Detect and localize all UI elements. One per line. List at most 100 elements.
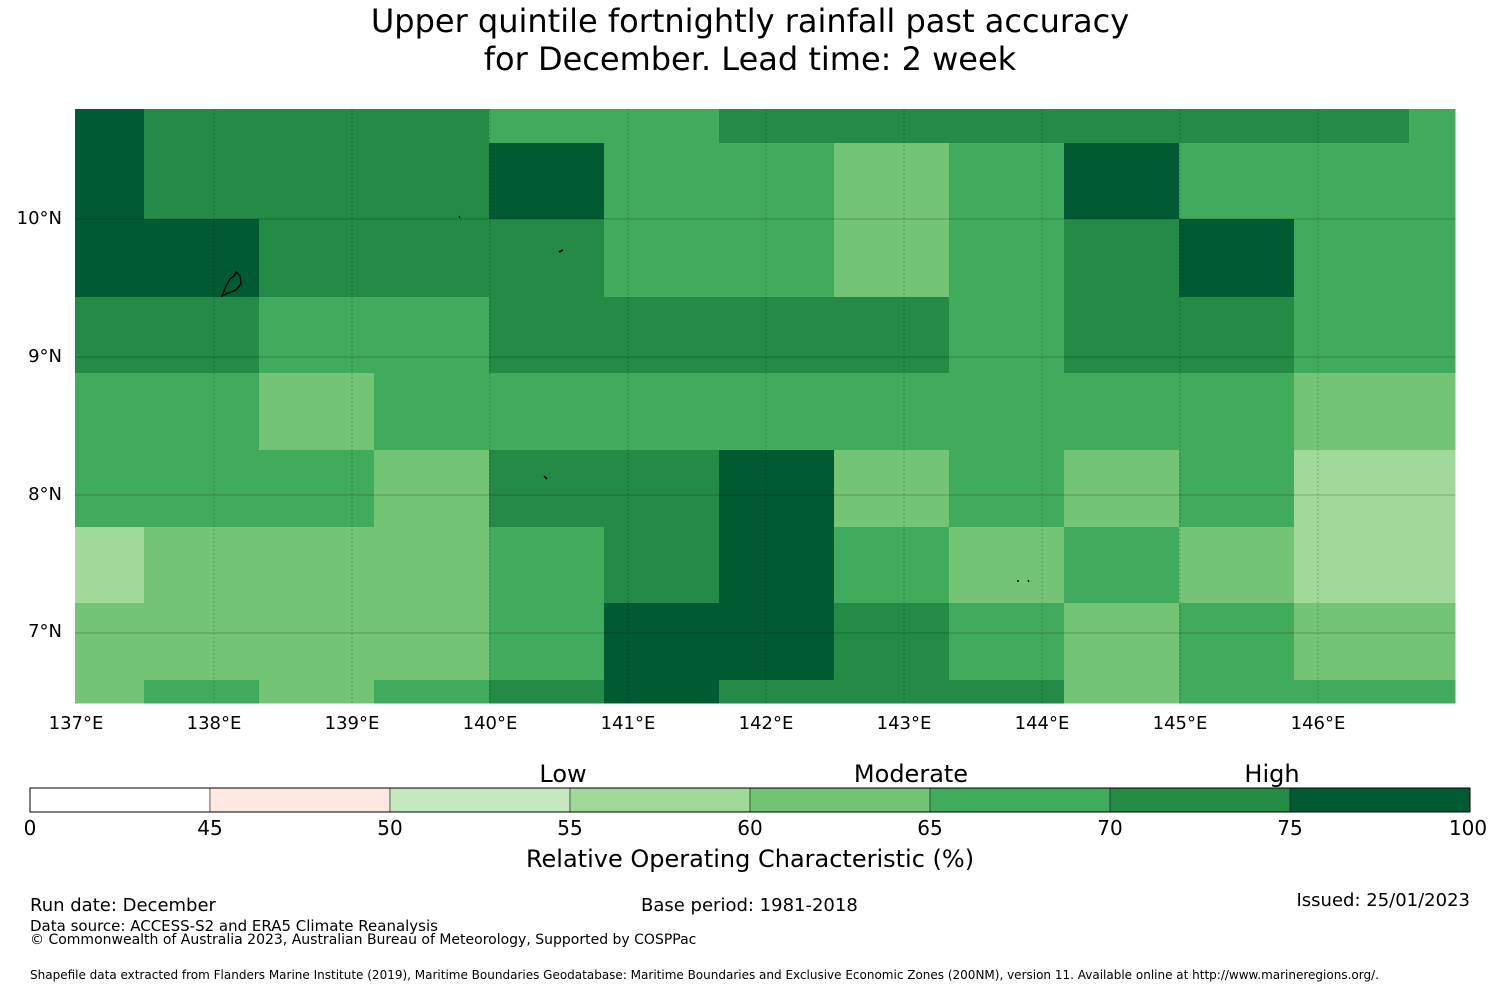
chart-title-line2: for December. Lead time: 2 week [483,40,1017,78]
map-grid-cell [604,680,720,704]
map-grid-cell [75,603,145,681]
map-grid-cell [75,109,145,144]
colorbar-category-high: High [1244,760,1300,788]
map-grid-cell [719,109,835,144]
map-grid-cell [1064,109,1180,144]
map-grid-cell [489,109,605,144]
map-grid-cell [489,680,605,704]
issued-date: Issued: 25/01/2023 [1296,890,1470,911]
roc-grid [75,109,1456,704]
map-grid-cell [1064,297,1180,374]
colorbar-segment [569,787,751,813]
colorbar-tick-label: 0 [23,816,37,840]
map-grid-cell [949,680,1065,704]
map-grid-cell [259,219,375,298]
colorbar-tick-label: 55 [557,816,583,840]
lon-tick-label: 144°E [1014,713,1070,734]
map-grid-cell [374,450,490,528]
map-grid-cell [1064,527,1180,604]
map-grid-cell [1409,297,1456,374]
island-outlines [220,215,1030,583]
map-grid-cell [834,527,950,604]
lon-tick-label: 143°E [876,713,932,734]
map-grid-cell [604,109,720,144]
map-grid-cell [604,603,720,681]
map-grid-cell [1179,527,1295,604]
map-grid-cell [1409,450,1456,528]
map-grid-cell [604,143,720,220]
run-date: Run date: December [30,895,216,916]
map-grid-cell [1064,603,1180,681]
lon-tick-label: 140°E [462,713,518,734]
colorbar [29,787,1471,813]
map-grid-cell [1409,143,1456,220]
colorbar-tick-label: 60 [737,816,763,840]
colorbar-segment [1289,787,1471,813]
map-grid-cell [1064,450,1180,528]
map-grid-cell [1179,603,1295,681]
map-grid-cell [75,527,145,604]
map-grid-cell [949,219,1065,298]
colorbar-segment [389,787,571,813]
map-grid-cell [259,680,375,704]
map-grid-cell [374,680,490,704]
map-grid-cell [144,109,260,144]
map-grid-cell [75,297,145,374]
map-grid-cell [1064,373,1180,451]
map-grid-cell [144,219,260,298]
map-grid-cell [1294,680,1410,704]
map-grid-cell [489,297,605,374]
map-grid-cell [1179,219,1295,298]
map-grid-cell [259,527,375,604]
map-grid-cell [144,527,260,604]
map-grid-cell [75,373,145,451]
colorbar-segment [29,787,211,813]
colorbar-category-low: Low [539,760,587,788]
map-grid-cell [719,373,835,451]
map-grid-cell [1294,143,1410,220]
island-shape [558,249,564,253]
map-grid-cell [75,219,145,298]
island-shape [1017,579,1030,583]
map-grid-cell [489,219,605,298]
map-grid-cell [719,680,835,704]
map-grid-cell [489,450,605,528]
map-grid-cell [1179,109,1295,144]
map-grid-cell [604,450,720,528]
map-grid-cell [834,109,950,144]
island-shape [458,215,461,219]
data-source: Data source: ACCESS-S2 and ERA5 Climate … [30,917,438,935]
map-grid-cell [834,450,950,528]
lon-tick-label: 141°E [600,713,656,734]
map-grid-cell [949,603,1065,681]
map-grid-cell [75,450,145,528]
map-grid-cell [719,219,835,298]
map-grid-cell [719,527,835,604]
map-grid-cell [719,450,835,528]
map-grid-cell [834,373,950,451]
map-grid-cell [1409,373,1456,451]
shapefile-credit: Shapefile data extracted from Flanders M… [30,968,1379,982]
colorbar-tick-label: 75 [1277,816,1303,840]
map-grid-cell [144,603,260,681]
map-grid-cell [259,143,375,220]
map-grid-cell [489,373,605,451]
map-grid-cell [1409,527,1456,604]
map-grid-cell [1294,373,1410,451]
map-grid-cell [1294,527,1410,604]
map-grid-cell [1294,450,1410,528]
colorbar-tick-label: 65 [917,816,943,840]
map-grid-cell [75,680,145,704]
lon-tick-label: 145°E [1152,713,1208,734]
colorbar-tick-label: 100 [1448,816,1488,840]
map-grid-cell [834,297,950,374]
colorbar-segment [749,787,931,813]
map-grid-cell [489,527,605,604]
map-grid-cell [75,143,145,220]
map-grid-cell [604,373,720,451]
map-grid-cell [144,450,260,528]
map-grid-cell [949,109,1065,144]
colorbar-outline [29,787,1471,813]
map-grid-cell [1064,680,1180,704]
